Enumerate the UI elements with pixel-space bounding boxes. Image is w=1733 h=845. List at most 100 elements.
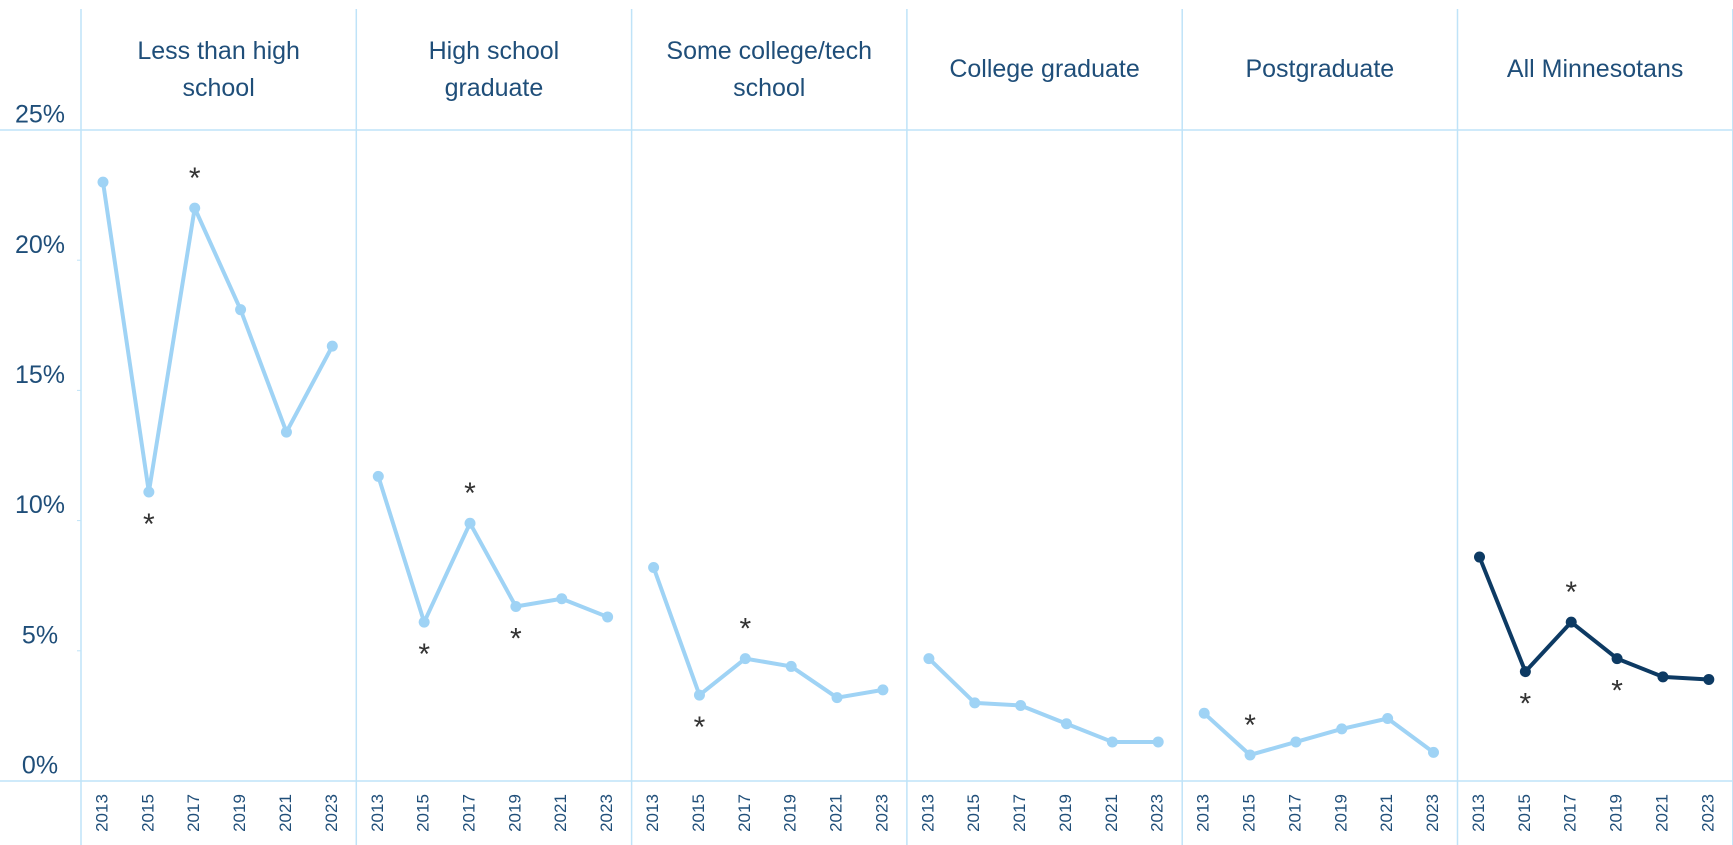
significance-marker: * — [1565, 576, 1577, 609]
data-point — [1565, 616, 1577, 628]
significance-marker: * — [510, 622, 522, 655]
x-tick-label: 2021 — [1652, 794, 1671, 832]
x-tick-label: 2019 — [230, 794, 249, 832]
y-tick-label: 20% — [15, 231, 65, 259]
data-point — [1060, 718, 1072, 730]
data-point — [97, 176, 109, 188]
x-tick-label: 2013 — [918, 794, 937, 832]
data-point — [1198, 707, 1210, 719]
panel-title: Some college/tech school — [632, 9, 907, 130]
x-tick-label: 2021 — [1102, 794, 1121, 832]
x-tick-label: 2021 — [276, 794, 295, 832]
x-tick-label: 2023 — [597, 794, 616, 832]
x-tick-label: 2021 — [827, 794, 846, 832]
panel-title-text: Postgraduate — [1245, 55, 1395, 83]
data-point — [510, 601, 522, 613]
x-tick-label: 2017 — [184, 794, 203, 832]
x-tick-label: 2015 — [414, 794, 433, 832]
x-tick-label: 2019 — [505, 794, 524, 832]
data-point — [326, 340, 338, 352]
significance-marker: * — [694, 711, 706, 744]
x-tick-label: 2017 — [735, 794, 754, 832]
data-point — [831, 692, 843, 704]
data-point — [1474, 551, 1485, 563]
data-point — [1244, 749, 1256, 761]
x-tick-label: 2021 — [1377, 794, 1396, 832]
panel-title: College graduate — [907, 9, 1182, 130]
data-point — [1152, 736, 1164, 748]
significance-marker: * — [464, 477, 476, 510]
data-point — [1290, 736, 1302, 748]
data-point — [1106, 736, 1118, 748]
data-point — [1428, 746, 1439, 758]
data-point — [418, 616, 430, 628]
y-tick-label: 10% — [15, 491, 65, 519]
x-tick-label: 2019 — [1331, 794, 1350, 832]
x-tick-label: 2019 — [781, 794, 800, 832]
series-line — [927, 657, 1159, 744]
x-tick-label: 2013 — [1194, 794, 1213, 832]
x-tick-label: 2015 — [138, 794, 157, 832]
panel-title-text: Less than high school — [137, 36, 300, 102]
x-tick-label: 2013 — [368, 794, 387, 832]
series-line — [651, 566, 884, 700]
data-point — [923, 653, 935, 665]
significance-marker: * — [1244, 709, 1256, 742]
significance-marker: * — [1520, 688, 1532, 721]
data-point — [969, 697, 981, 709]
data-point — [1382, 713, 1394, 725]
data-point — [602, 611, 614, 623]
x-tick-label: 2017 — [1010, 794, 1029, 832]
x-tick-label: 2023 — [1698, 794, 1717, 832]
data-point — [556, 593, 568, 605]
panel-title: Less than high school — [81, 9, 356, 130]
x-tick-label: 2023 — [1148, 794, 1167, 832]
panel-title-text: High school graduate — [428, 36, 560, 102]
y-tick-label: 15% — [15, 361, 65, 389]
x-tick-label: 2023 — [1423, 794, 1442, 832]
data-point — [785, 660, 797, 672]
x-tick-label: 2015 — [689, 794, 708, 832]
data-point — [280, 426, 292, 438]
significance-marker: * — [1611, 675, 1623, 708]
x-tick-label: 2017 — [1561, 794, 1580, 832]
x-tick-label: 2013 — [643, 794, 662, 832]
data-point — [372, 470, 384, 482]
x-tick-label: 2019 — [1056, 794, 1075, 832]
series-line — [1202, 711, 1435, 757]
x-tick-label: 2015 — [964, 794, 983, 832]
series-line — [101, 181, 335, 494]
data-point — [143, 486, 155, 498]
x-tick-label: 2017 — [460, 794, 479, 832]
x-tick-label: 2019 — [1607, 794, 1626, 832]
data-point — [739, 653, 751, 665]
panel-title: Postgraduate — [1182, 9, 1457, 130]
x-tick-label: 2013 — [92, 794, 111, 832]
x-tick-label: 2023 — [322, 794, 341, 832]
series-line — [1477, 556, 1709, 682]
panel-title-text: Some college/tech school — [666, 36, 873, 102]
panel-title-text: College graduate — [949, 55, 1140, 83]
y-tick-label: 5% — [22, 621, 58, 649]
series-line — [376, 475, 609, 625]
data-point — [1703, 673, 1715, 685]
y-tick-label: 25% — [15, 101, 65, 129]
data-point — [877, 684, 889, 696]
x-tick-label: 2017 — [1285, 794, 1304, 832]
data-point — [648, 561, 660, 573]
significance-marker: * — [143, 508, 155, 541]
significance-marker: * — [418, 638, 430, 671]
x-tick-label: 2015 — [1240, 794, 1259, 832]
data-point — [464, 517, 476, 529]
panel-title-text: All Minnesotans — [1506, 55, 1684, 83]
data-point — [1657, 671, 1669, 683]
x-tick-label: 2013 — [1469, 794, 1488, 832]
x-tick-label: 2023 — [872, 794, 891, 832]
significance-marker: * — [739, 613, 751, 646]
data-point — [189, 202, 201, 214]
panel-title: High school graduate — [356, 9, 631, 130]
data-point — [693, 689, 705, 701]
data-point — [235, 304, 247, 316]
